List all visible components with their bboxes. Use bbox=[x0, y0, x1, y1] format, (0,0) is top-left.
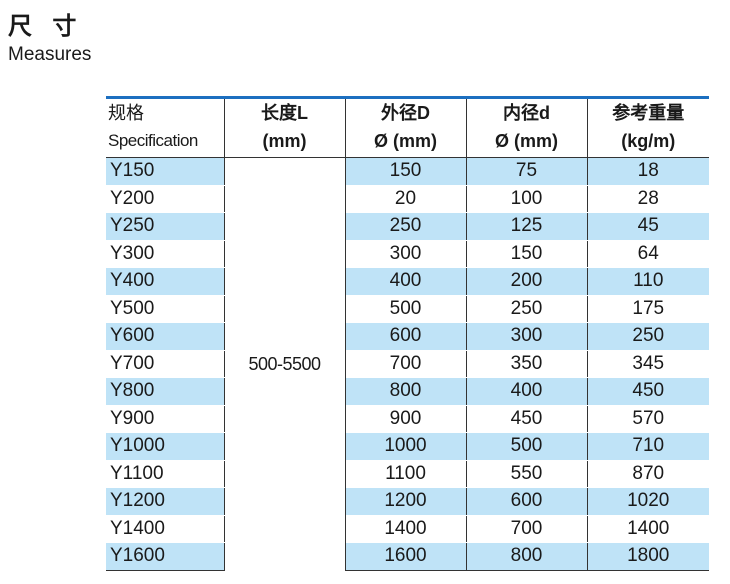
table-row: Y200 20 100 28 bbox=[106, 185, 709, 213]
model-cell: Y1400 bbox=[106, 515, 225, 543]
inner-diameter-cell: 200 bbox=[466, 267, 588, 296]
inner-diameter-cell: 400 bbox=[466, 377, 588, 406]
inner-diameter-cell: 300 bbox=[466, 322, 588, 351]
outer-diameter-cell: 1400 bbox=[345, 515, 467, 543]
weight-cell: 28 bbox=[587, 185, 709, 213]
header-inner-unit: Ø (mm) bbox=[495, 131, 558, 151]
header-inner-sym: d bbox=[539, 103, 550, 123]
table-header-row: 规格 Specification 长度L (mm) 外径D Ø (mm) 内径d… bbox=[106, 97, 709, 158]
outer-diameter-cell: 1600 bbox=[345, 542, 467, 571]
section-title-cn: 尺 寸 bbox=[8, 12, 83, 40]
outer-diameter-cell: 400 bbox=[345, 267, 467, 296]
weight-cell: 450 bbox=[587, 377, 709, 406]
outer-diameter-cell: 1200 bbox=[345, 487, 467, 516]
header-spec-cn: 规格 bbox=[108, 103, 144, 123]
weight-cell: 64 bbox=[587, 240, 709, 268]
header-weight-cn: 参考重量 bbox=[612, 103, 685, 123]
weight-cell: 175 bbox=[587, 295, 709, 323]
table-row: Y150 500-5500 150 75 18 bbox=[106, 157, 709, 570]
header-inner: 内径d Ø (mm) bbox=[466, 97, 588, 158]
model-cell: Y300 bbox=[106, 240, 225, 268]
inner-diameter-cell: 100 bbox=[466, 185, 588, 213]
section-title-en: Measures bbox=[8, 44, 92, 65]
weight-cell: 1400 bbox=[587, 515, 709, 543]
inner-diameter-cell: 125 bbox=[466, 212, 588, 241]
inner-diameter-cell: 150 bbox=[466, 240, 588, 268]
weight-cell: 18 bbox=[587, 157, 709, 186]
inner-diameter-cell: 800 bbox=[466, 542, 588, 571]
model-cell: Y200 bbox=[106, 185, 225, 213]
model-cell: Y800 bbox=[106, 377, 225, 406]
outer-diameter-cell: 1100 bbox=[345, 460, 467, 488]
weight-cell: 345 bbox=[587, 350, 709, 378]
table-row: Y1400 1400 700 1400 bbox=[106, 515, 709, 543]
inner-diameter-cell: 450 bbox=[466, 405, 588, 433]
header-spec: 规格 Specification bbox=[106, 97, 225, 158]
header-outer-sym: D bbox=[417, 103, 430, 123]
outer-diameter-cell: 150 bbox=[345, 157, 467, 186]
header-weight-unit: (kg/m) bbox=[621, 131, 676, 151]
model-cell: Y1100 bbox=[106, 460, 225, 488]
table-row: Y250 250 125 45 bbox=[106, 212, 709, 241]
outer-diameter-cell: 800 bbox=[345, 377, 467, 406]
outer-diameter-cell: 500 bbox=[345, 295, 467, 323]
table-row: Y400 400 200 110 bbox=[106, 267, 709, 296]
header-inner-cn: 内径 bbox=[503, 103, 539, 123]
weight-cell: 1800 bbox=[587, 542, 709, 571]
outer-diameter-cell: 20 bbox=[345, 185, 467, 213]
model-cell: Y500 bbox=[106, 295, 225, 323]
length-cell: 500-5500 bbox=[224, 157, 346, 570]
table-row: Y1200 1200 600 1020 bbox=[106, 487, 709, 516]
table-row: Y500 500 250 175 bbox=[106, 295, 709, 323]
inner-diameter-cell: 250 bbox=[466, 295, 588, 323]
header-outer: 外径D Ø (mm) bbox=[345, 97, 467, 158]
model-cell: Y700 bbox=[106, 350, 225, 378]
inner-diameter-cell: 500 bbox=[466, 432, 588, 461]
weight-cell: 110 bbox=[587, 267, 709, 296]
weight-cell: 570 bbox=[587, 405, 709, 433]
table-row: Y700 700 350 345 bbox=[106, 350, 709, 378]
inner-diameter-cell: 550 bbox=[466, 460, 588, 488]
table-row: Y1600 1600 800 1800 bbox=[106, 542, 709, 571]
inner-diameter-cell: 350 bbox=[466, 350, 588, 378]
table-row: Y1000 1000 500 710 bbox=[106, 432, 709, 461]
header-length-unit: (mm) bbox=[262, 131, 307, 151]
model-cell: Y600 bbox=[106, 322, 225, 351]
inner-diameter-cell: 75 bbox=[466, 157, 588, 186]
header-weight: 参考重量 (kg/m) bbox=[587, 97, 709, 158]
model-cell: Y400 bbox=[106, 267, 225, 296]
model-cell: Y1200 bbox=[106, 487, 225, 516]
model-cell: Y900 bbox=[106, 405, 225, 433]
outer-diameter-cell: 600 bbox=[345, 322, 467, 351]
header-length-sym: L bbox=[297, 103, 308, 123]
outer-diameter-cell: 1000 bbox=[345, 432, 467, 461]
table-row: Y300 300 150 64 bbox=[106, 240, 709, 268]
table-row: Y1100 1100 550 870 bbox=[106, 460, 709, 488]
weight-cell: 1020 bbox=[587, 487, 709, 516]
model-cell: Y250 bbox=[106, 212, 225, 241]
outer-diameter-cell: 700 bbox=[345, 350, 467, 378]
outer-diameter-cell: 250 bbox=[345, 212, 467, 241]
outer-diameter-cell: 900 bbox=[345, 405, 467, 433]
table-row: Y900 900 450 570 bbox=[106, 405, 709, 433]
model-cell: Y150 bbox=[106, 157, 225, 186]
weight-cell: 45 bbox=[587, 212, 709, 241]
header-outer-cn: 外径 bbox=[381, 103, 417, 123]
header-length-cn: 长度 bbox=[261, 103, 297, 123]
header-length: 长度L (mm) bbox=[224, 97, 346, 158]
weight-cell: 870 bbox=[587, 460, 709, 488]
model-cell: Y1600 bbox=[106, 542, 225, 571]
weight-cell: 250 bbox=[587, 322, 709, 351]
table-row: Y800 800 400 450 bbox=[106, 377, 709, 406]
weight-cell: 710 bbox=[587, 432, 709, 461]
table-row: Y600 600 300 250 bbox=[106, 322, 709, 351]
model-cell: Y1000 bbox=[106, 432, 225, 461]
header-spec-en: Specification bbox=[108, 131, 198, 150]
measures-table: 规格 Specification 长度L (mm) 外径D Ø (mm) 内径d… bbox=[106, 96, 709, 571]
outer-diameter-cell: 300 bbox=[345, 240, 467, 268]
header-outer-unit: Ø (mm) bbox=[374, 131, 437, 151]
inner-diameter-cell: 700 bbox=[466, 515, 588, 543]
inner-diameter-cell: 600 bbox=[466, 487, 588, 516]
